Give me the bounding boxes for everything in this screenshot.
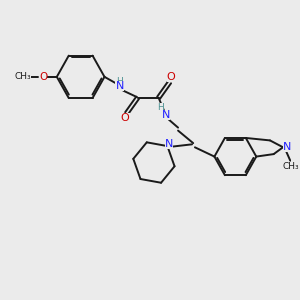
Text: O: O xyxy=(121,113,130,123)
Text: N: N xyxy=(162,110,170,120)
Text: O: O xyxy=(167,72,176,82)
Text: H: H xyxy=(116,76,123,85)
Text: H: H xyxy=(157,103,164,112)
Text: CH₃: CH₃ xyxy=(283,162,299,171)
Text: N: N xyxy=(165,139,173,149)
Text: CH₃: CH₃ xyxy=(14,72,31,81)
Text: N: N xyxy=(116,81,124,92)
Text: N: N xyxy=(283,142,291,152)
Text: O: O xyxy=(39,72,47,82)
